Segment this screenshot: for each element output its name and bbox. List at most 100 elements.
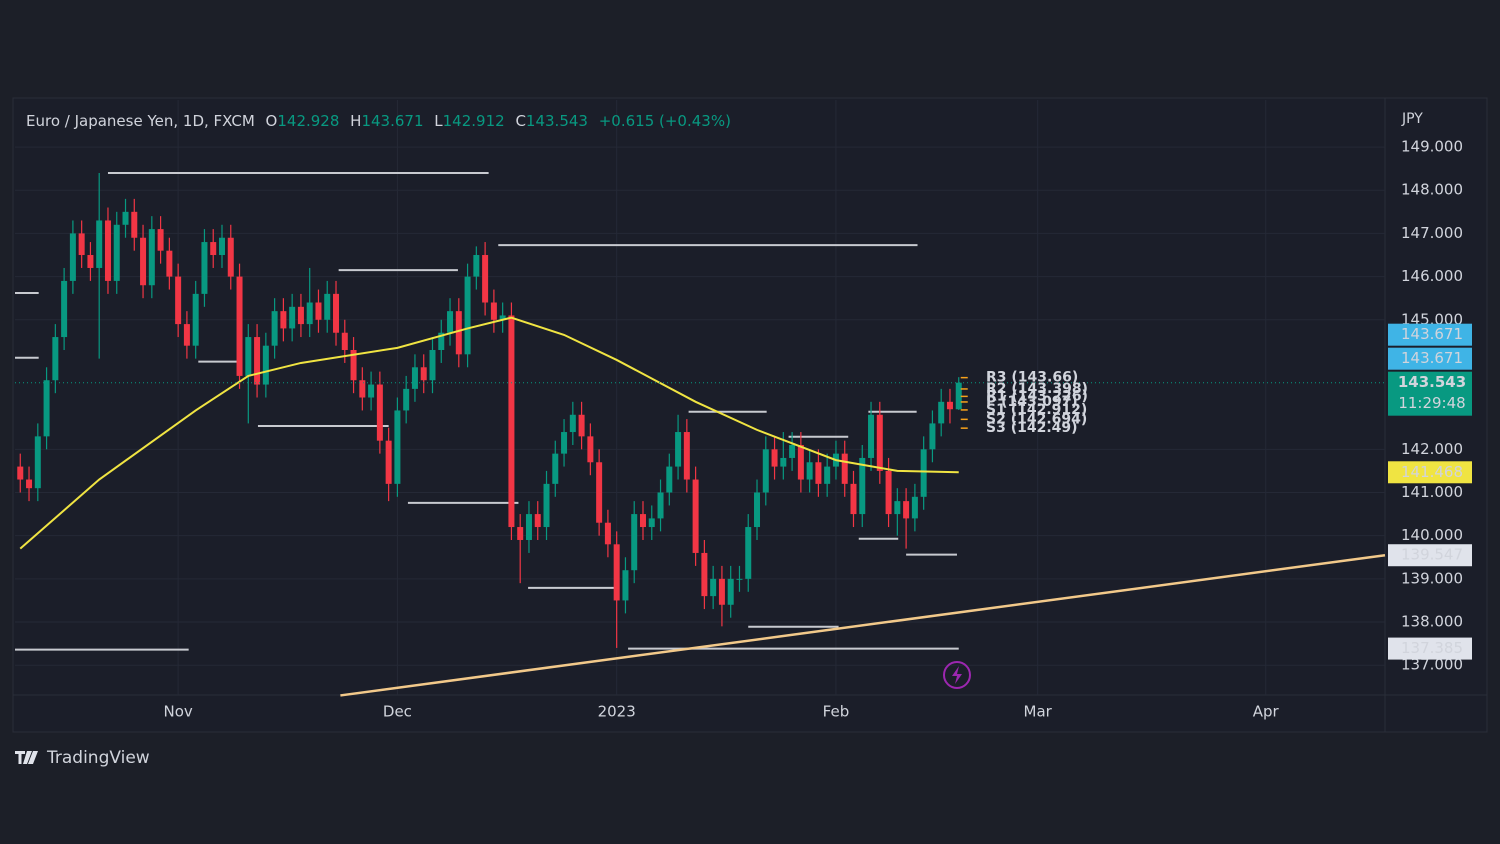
ohlc-letter: O (266, 112, 278, 130)
pivot-label: R3 (143.66) (986, 370, 1078, 386)
trendline-badge-box (1388, 544, 1472, 567)
candle-body (946, 401, 953, 410)
candle-body (613, 544, 620, 601)
ohlc-value: 143.671 (361, 112, 423, 130)
candle-body (876, 414, 883, 471)
candle-body (218, 237, 225, 256)
candle-body (87, 255, 94, 268)
candle-body (824, 466, 831, 484)
candle-body (376, 384, 383, 441)
candle-body (113, 224, 120, 281)
candle-body (675, 432, 682, 467)
candle-body (447, 311, 454, 333)
candle-body (938, 401, 945, 424)
candle-body (201, 242, 208, 294)
candle-body (359, 380, 366, 398)
candle-body (806, 462, 813, 480)
candle-body (534, 514, 541, 528)
candle-body (34, 436, 41, 489)
candle-body (122, 211, 129, 225)
candle-body (859, 457, 866, 515)
candle-body (815, 462, 822, 484)
ohlc-value: 142.912 (443, 112, 505, 130)
pivot-label: S2 (142.694) (986, 411, 1087, 427)
candle-body (850, 483, 857, 515)
candle-body (420, 367, 427, 381)
candle-body (464, 276, 471, 355)
plot: R3 (143.66)R2 (143.398)R1 (143.226)P (14… (15, 171, 1386, 697)
trendline (340, 553, 1386, 697)
candle-body (587, 436, 594, 463)
change: +0.615 (+0.43%) (599, 112, 731, 130)
trendline-badge: 139.547 (1401, 546, 1463, 564)
candle-body (692, 479, 699, 553)
x-tick-label: Mar (1024, 703, 1053, 721)
alert-icon[interactable] (943, 661, 971, 689)
candle-body (499, 315, 506, 320)
candle-body (140, 237, 147, 286)
candle-body (622, 570, 629, 601)
candle-body (903, 501, 910, 519)
candle-body (710, 578, 717, 597)
y-tick-label: 137.000 (1401, 656, 1463, 674)
header: Euro / Japanese Yen, 1D, FXCM O142.928 H… (26, 112, 731, 130)
pivot-label: S1 (142.912) (986, 402, 1087, 418)
candle-body (596, 462, 603, 523)
candle-body (578, 414, 585, 437)
y-tick-label: 142.000 (1401, 440, 1463, 458)
candle-body (350, 350, 357, 381)
high-badge-box (1388, 347, 1472, 370)
candle-body (727, 578, 734, 605)
candle-body (701, 552, 708, 597)
candle-body (236, 276, 243, 376)
candle-body (183, 324, 190, 346)
candle-body (96, 220, 103, 268)
candle-body (271, 311, 278, 346)
moving-average (19, 316, 959, 550)
candle-body (324, 293, 331, 320)
candle-body (517, 527, 524, 540)
candle-body (552, 453, 559, 484)
ohlc-letter: C (515, 112, 525, 130)
candle-body (762, 449, 769, 493)
ma-badge: 141.468 (1401, 463, 1463, 481)
candle-body (411, 367, 418, 389)
brand: TradingView (46, 748, 150, 768)
level-badge-box (1388, 637, 1472, 660)
candle-body (789, 444, 796, 458)
x-tick-label: Nov (163, 703, 192, 721)
candle-body (631, 514, 638, 571)
grid (15, 100, 1385, 695)
pivot-label: R2 (143.398) (986, 381, 1088, 397)
candle-body (394, 410, 401, 484)
pivot-label: S3 (142.49) (986, 420, 1078, 436)
candle-body (508, 315, 515, 528)
y-tick-label: 140.000 (1401, 526, 1463, 544)
y-tick-label: 147.000 (1401, 224, 1463, 242)
candle-body (254, 337, 261, 385)
candle-body (473, 255, 480, 277)
candle-body (403, 388, 410, 411)
candle-body (175, 276, 182, 325)
candle-body (736, 578, 743, 580)
y-tick-label: 148.000 (1401, 181, 1463, 199)
candle-body (745, 527, 752, 579)
candle-body (17, 466, 24, 480)
candle-body (262, 345, 269, 385)
high-badge: 143.671 (1401, 349, 1463, 367)
candle-body (429, 350, 436, 381)
candle-body (43, 380, 50, 437)
candle-body (561, 432, 568, 454)
candle-body (648, 518, 655, 528)
ma-badge-box (1388, 461, 1472, 484)
currency: JPY (1401, 111, 1423, 127)
candle-body (315, 302, 322, 320)
countdown: 11:29:48 (1398, 394, 1465, 412)
candle-body (569, 414, 576, 433)
candle-body (929, 423, 936, 450)
candle-body (666, 466, 673, 493)
candle-body (868, 414, 875, 458)
candle-body (297, 306, 304, 325)
candle-body (385, 440, 392, 484)
high-badge: 143.671 (1401, 325, 1463, 343)
